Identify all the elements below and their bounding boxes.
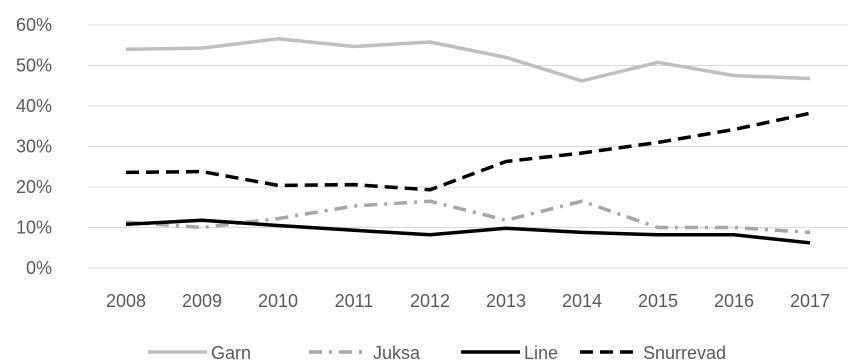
- x-axis-ticks: 2008 2009 2010 2011 2012 2013 2014 2015 2016 2017: [106, 291, 830, 311]
- y-tick-label: 60%: [16, 15, 52, 35]
- series-line-snurrevad: [125, 111, 811, 192]
- x-tick-label: 2014: [562, 291, 602, 311]
- y-axis-ticks: 0% 10% 20% 30% 40% 50% 60%: [16, 15, 52, 278]
- legend: Garn Juksa Line Snurrevad: [148, 343, 726, 361]
- series-lines: [125, 37, 811, 245]
- legend-label-garn: Garn: [211, 343, 251, 361]
- gridlines: [88, 24, 848, 269]
- y-tick-label: 20%: [16, 177, 52, 197]
- legend-label-line: Line: [524, 343, 558, 361]
- x-tick-label: 2010: [258, 291, 298, 311]
- y-tick-label: 30%: [16, 137, 52, 157]
- y-tick-label: 50%: [16, 56, 52, 76]
- x-tick-label: 2011: [335, 291, 374, 311]
- x-tick-label: 2009: [182, 291, 222, 311]
- y-tick-label: 10%: [16, 218, 52, 238]
- series-line-garn: [125, 37, 811, 83]
- y-tick-label: 40%: [16, 96, 52, 116]
- x-tick-label: 2013: [486, 291, 526, 311]
- x-tick-label: 2016: [714, 291, 754, 311]
- y-tick-label: 0%: [26, 258, 52, 278]
- x-tick-label: 2008: [106, 291, 146, 311]
- legend-label-snurrevad: Snurrevad: [643, 343, 726, 361]
- x-tick-label: 2017: [790, 291, 830, 311]
- series-line-juksa: [125, 199, 811, 235]
- series-line-line: [125, 218, 811, 245]
- x-tick-label: 2012: [410, 291, 450, 311]
- legend-label-juksa: Juksa: [373, 343, 421, 361]
- x-tick-label: 2015: [638, 291, 678, 311]
